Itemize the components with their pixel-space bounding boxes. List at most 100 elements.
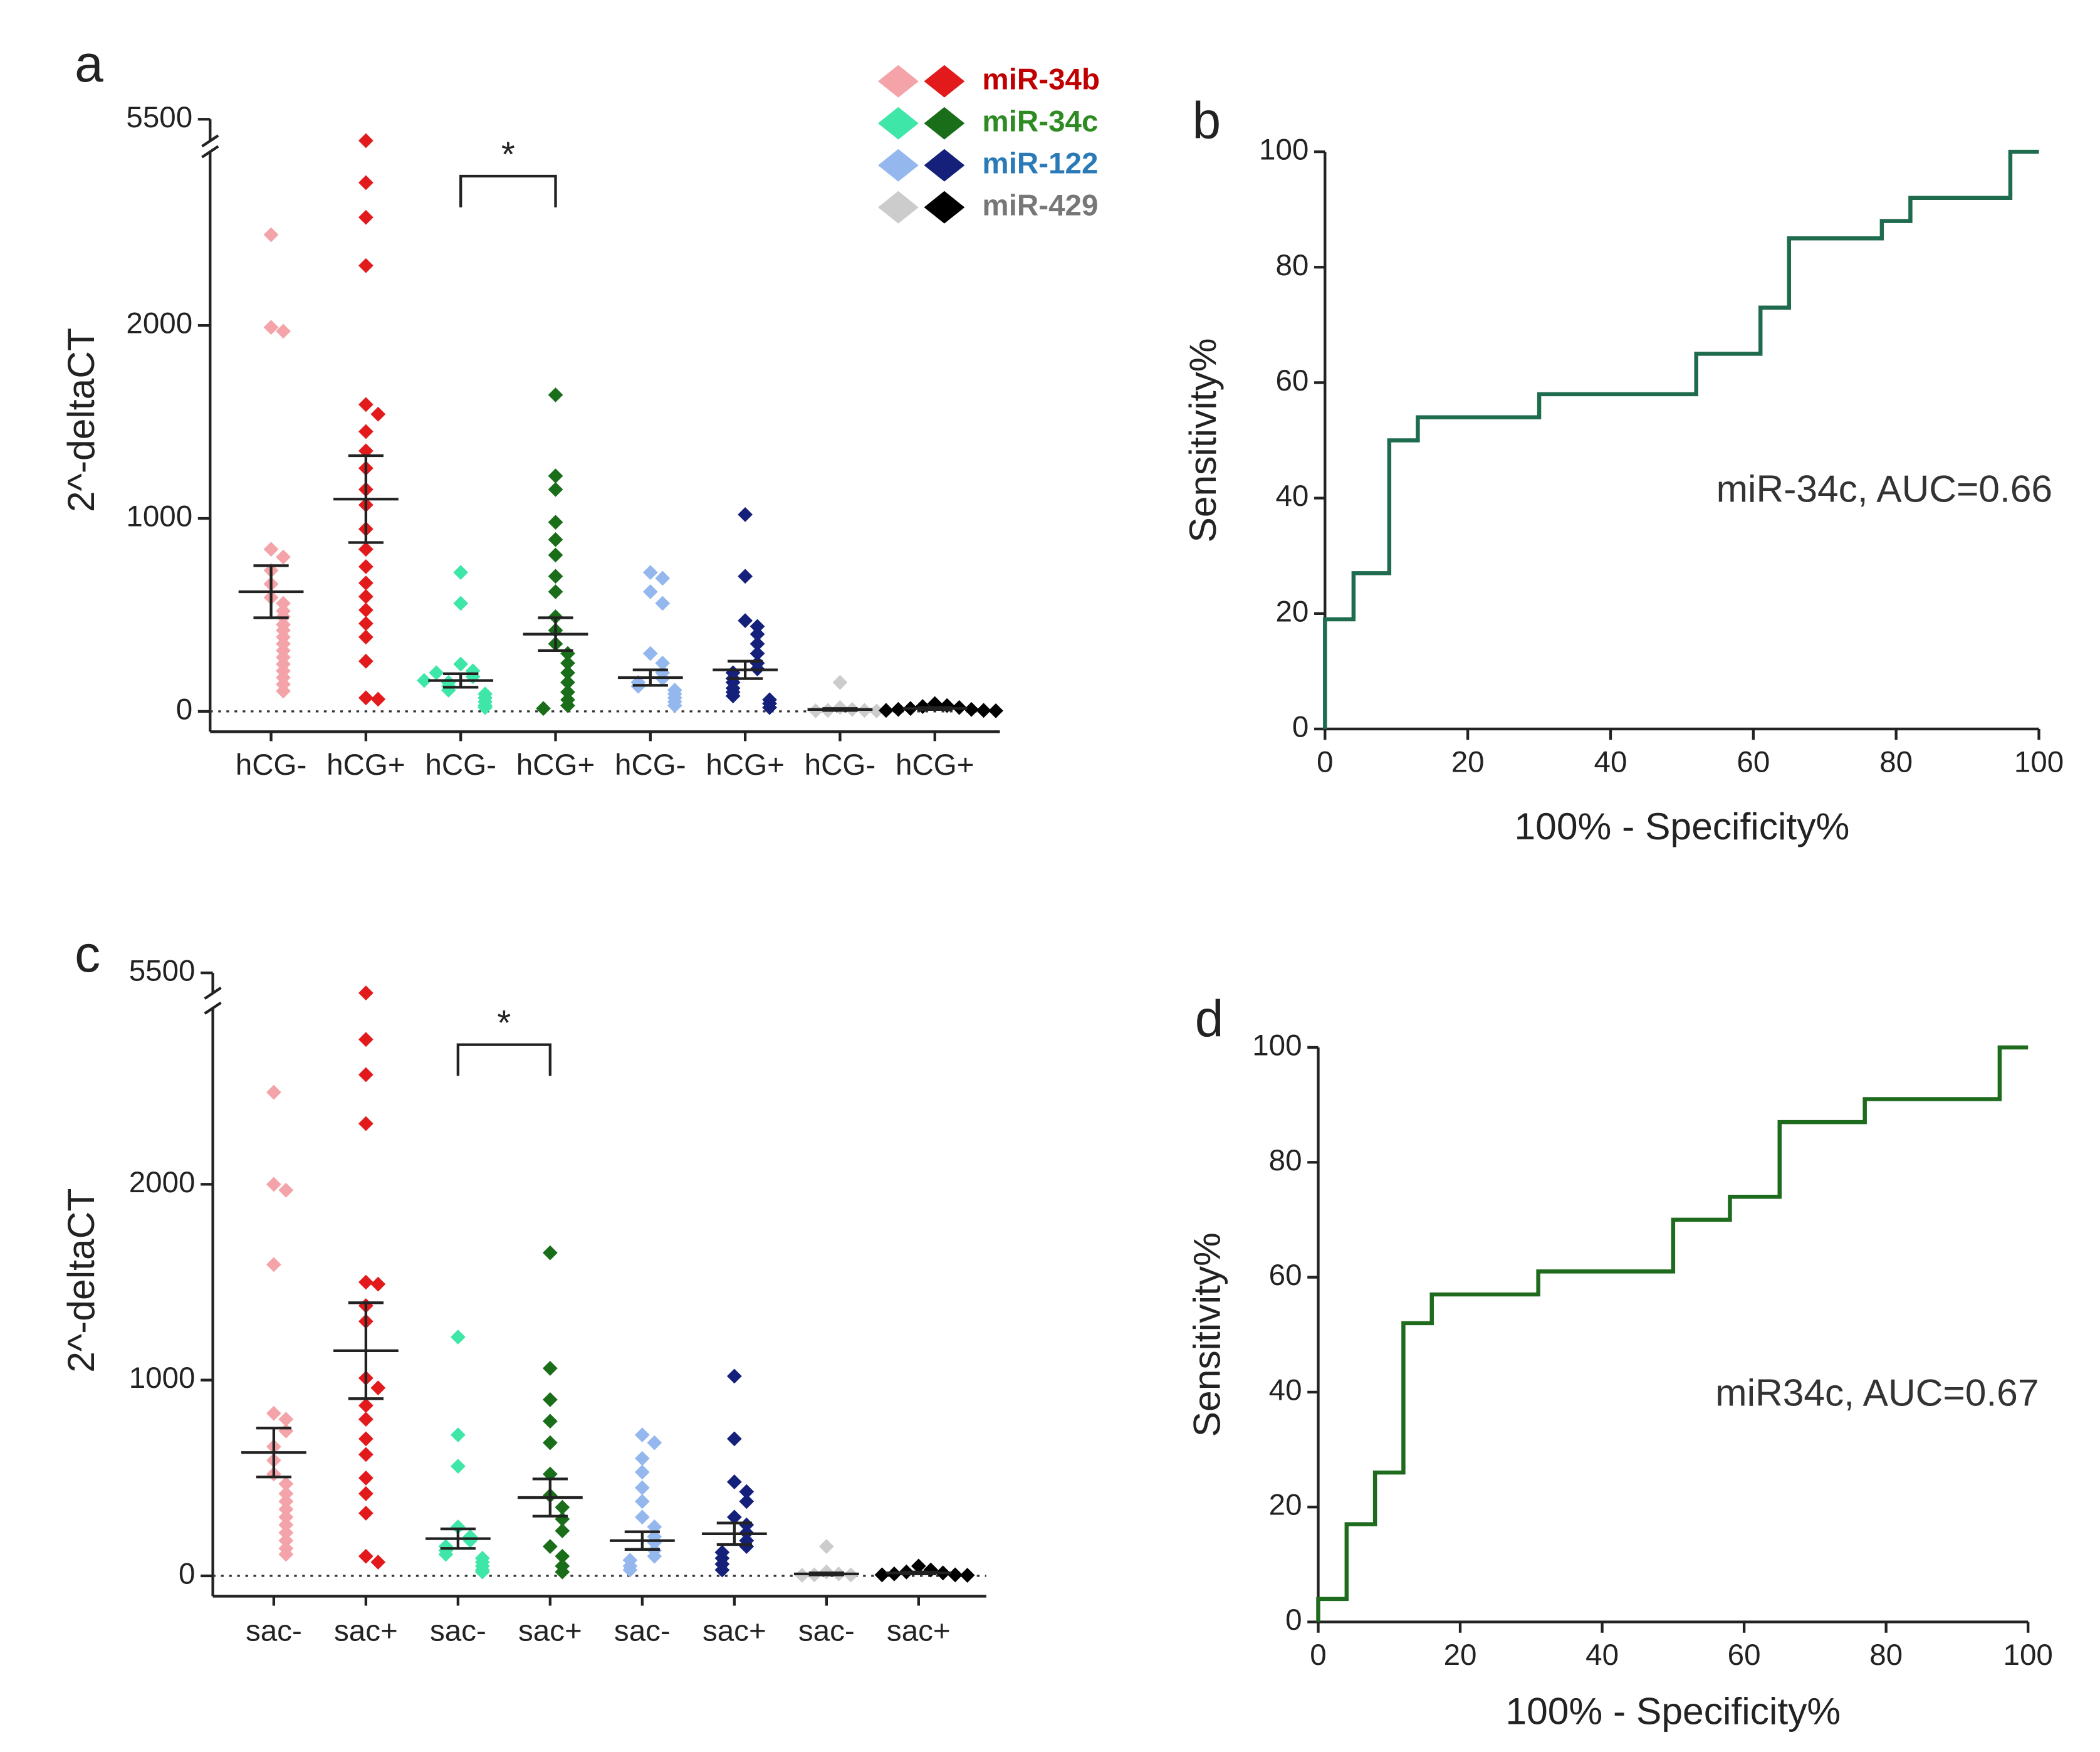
y-tick-label: 0 [176,693,192,726]
data-point [542,1392,558,1407]
data-point [263,320,279,335]
data-point [634,1509,650,1525]
data-point [874,1567,890,1583]
data-point [278,1486,294,1501]
data-point [714,1562,730,1578]
x-tick-label: 100 [2003,1639,2053,1672]
data-point [560,674,575,690]
data-point [869,703,884,719]
data-point [358,616,374,631]
data-point [278,1501,294,1517]
x-tick-label: 40 [1594,746,1627,779]
data-point [358,1398,374,1414]
data-point [453,595,469,611]
x-tick-label: hCG- [615,748,686,782]
x-tick-label: hCG+ [896,748,974,782]
data-point [964,701,979,717]
panel-label: b [1192,93,1221,150]
y-tick-label: 100 [1252,1029,1302,1062]
data-point [450,1459,466,1474]
data-point [555,1564,570,1580]
y-tick-label: 2000 [129,1166,196,1199]
data-point [358,175,374,191]
data-point [370,691,386,707]
x-tick-label: 20 [1451,746,1485,779]
data-point [548,547,563,563]
legend-swatch [877,149,919,182]
y-tick-label: 0 [1292,711,1309,744]
data-point [738,613,753,629]
data-point [276,549,291,565]
legend-label: miR-34b [982,63,1100,96]
x-axis-label: 100% - Specificity% [1505,1689,1841,1732]
data-point [739,1494,755,1509]
data-point [266,1084,281,1100]
data-point [358,1486,374,1501]
data-point [266,1177,281,1192]
axis-break [204,987,222,1000]
data-point [642,584,658,599]
y-tick-label: 5500 [126,101,192,134]
data-point [358,1431,374,1447]
axis-break [201,145,219,159]
data-point [358,397,374,412]
data-point [370,406,386,422]
y-tick-label: 20 [1269,1489,1302,1522]
panel-label: d [1195,991,1224,1048]
y-tick-label: 80 [1275,249,1309,282]
y-axis-label: Sensitivity% [1186,1232,1228,1437]
data-point [278,1525,294,1541]
y-tick-label: 60 [1269,1259,1302,1292]
x-tick-label: 0 [1310,1639,1326,1672]
x-tick-label: 60 [1728,1639,1761,1672]
y-tick-label: 0 [179,1558,195,1591]
data-point [429,665,444,681]
data-point [278,1517,294,1533]
legend-label: miR-122 [982,147,1098,180]
data-point [548,468,563,484]
data-point [548,584,563,599]
data-point [548,387,563,402]
data-point [358,629,374,645]
data-point [358,1447,374,1462]
x-tick-label: 0 [1317,746,1333,779]
data-point [370,1380,386,1396]
panel-label: c [75,926,100,983]
data-point [726,1509,742,1525]
y-tick-label: 20 [1275,595,1309,628]
data-point [453,565,469,580]
data-point [453,656,469,672]
data-point [450,1427,466,1443]
data-point [655,595,671,611]
y-axis-label: 2^-deltaCT [60,1188,102,1373]
data-point [634,1464,650,1480]
data-point [278,1423,294,1439]
data-point [358,1548,374,1564]
x-tick-label: hCG+ [516,748,595,782]
data-point [548,569,563,584]
data-point [358,1470,374,1486]
data-point [891,701,906,717]
data-point [278,1533,294,1548]
data-point [548,532,563,547]
data-point [634,1450,650,1466]
data-point [358,1412,374,1427]
legend-swatch [924,107,965,140]
legend-swatch [877,65,919,98]
data-point [555,1548,570,1564]
y-tick-label: 40 [1269,1373,1302,1407]
x-tick-label: sac- [430,1614,486,1647]
significance-bracket [459,174,557,207]
data-point [358,1274,374,1290]
x-tick-label: 60 [1737,746,1770,779]
data-point [358,653,374,669]
roc-curve [1323,149,2039,729]
data-point [959,1568,975,1583]
data-point [739,1484,755,1499]
x-tick-label: sac+ [887,1614,951,1647]
axis-break [204,1001,222,1015]
y-tick-label: 5500 [129,955,196,988]
x-tick-label: 40 [1585,1639,1619,1672]
